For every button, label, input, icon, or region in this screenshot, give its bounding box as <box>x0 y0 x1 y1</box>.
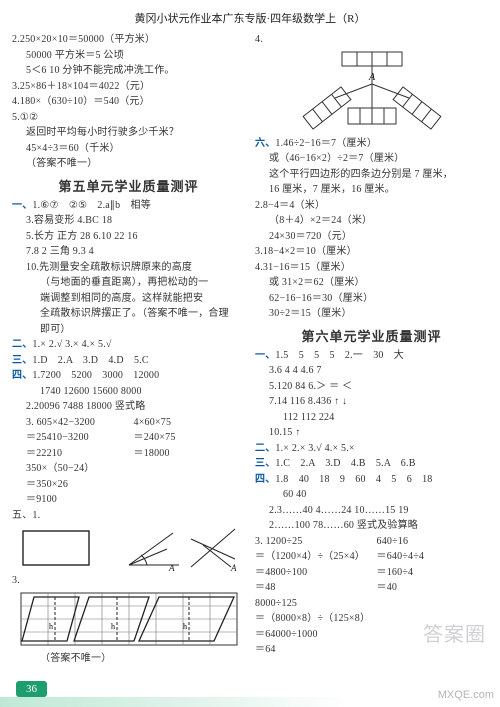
calc-line: 8000÷125 <box>255 596 367 612</box>
text-line: 5＜6 10 分钟不能完成冲洗工作。 <box>12 63 245 79</box>
text-line: （8＋4）×2＝24（米） <box>255 213 488 229</box>
calc-line: 350×（50−24） <box>12 461 124 477</box>
text-line: 30÷2＝15（厘米） <box>255 306 488 322</box>
calc-line: ＝9100 <box>12 492 124 508</box>
text-line: 这个平行四边形的四条边分别是 7 厘米， <box>255 167 488 183</box>
svg-text:h: h <box>49 622 53 631</box>
watermark-cn: 答案圈 <box>423 618 486 647</box>
watermark-url: MXQE.com <box>438 689 494 701</box>
text-line: 2.3……40 4……24 10……15 19 <box>255 503 488 519</box>
left-column: 2.250×20×10＝50000（平方米） 50000 平方米＝5 公顷 5＜… <box>12 32 245 666</box>
figure-5-3: h h h <box>19 591 239 649</box>
unit5-title: 第五单元学业质量测评 <box>12 176 245 195</box>
calc-line: ＝22210 <box>12 446 124 462</box>
text-line: 3.25×86＋18×104＝4022（元） <box>12 79 245 95</box>
text-line: 或 31×2＝62（厘米） <box>255 275 488 291</box>
text-line: 112 112 224 <box>255 410 488 426</box>
text-line: 四、1.7200 5200 3000 12000 <box>12 368 245 384</box>
text-line: 二、1.× 2.× 3.√ 4.× 5.× <box>255 441 488 457</box>
text-line: 3.6 4 4 4.6 7 <box>255 363 488 379</box>
text-line: 4.31−16＝15（厘米） <box>255 260 488 276</box>
calc-line: ＝（1200×4）÷（25×4） <box>255 549 367 565</box>
calc-line: ＝40 <box>377 580 489 596</box>
text-line: 全疏散标识牌摆正了。（答案不唯一，合理 <box>12 306 245 322</box>
text-line: 10.15 ↑ <box>255 425 488 441</box>
text-line: 62−16−16＝30（厘米） <box>255 291 488 307</box>
text-line: 4.180×（630÷10）＝540（元） <box>12 94 245 110</box>
calc-line: ＝350×26 <box>12 477 124 493</box>
text-line: 返回时平均每小时行驶多少千米？ <box>12 125 245 141</box>
text-line: 2.250×20×10＝50000（平方米） <box>12 32 245 48</box>
text-line: 2.20096 7488 18000 竖式略 <box>12 399 245 415</box>
text-line: 二、1.× 2.√ 3.× 4.× 5.√ <box>12 337 245 353</box>
calc-line: ＝640÷4÷4 <box>377 549 489 565</box>
text-line: 50000 平方米＝5 公顷 <box>12 48 245 64</box>
svg-text:A: A <box>168 563 175 571</box>
calc-line: ＝160÷4 <box>377 565 489 581</box>
text-line: 3.18−4×2＝10（厘米） <box>255 244 488 260</box>
text-line: 端调整到相同的高度。这样就能把安 <box>12 291 245 307</box>
calc-line: ＝64 <box>255 642 367 658</box>
text-line: 7.14 116 8.436 ↑ ↓ <box>255 394 488 410</box>
text-line: （答案不唯一） <box>12 651 245 667</box>
text-line: （答案不唯一） <box>12 156 245 172</box>
text-line: 5.长方 正方 28 6.10 22 16 <box>12 229 245 245</box>
calc-line: ＝64000÷1000 <box>255 627 367 643</box>
text-line: 六、1.46÷2−16＝7（厘米） <box>255 136 488 152</box>
text-line: 三、1.C 2.A 3.D 4.B 5.A 6.B <box>255 456 488 472</box>
five-3-label: 3. <box>12 573 245 589</box>
calc-line: 3. 1200÷25 <box>255 534 367 550</box>
calc-line: ＝25410−3200 <box>12 430 124 446</box>
text-line: 4. <box>255 32 488 48</box>
text-line: 16 厘米，7 厘米，16 厘米。 <box>255 182 488 198</box>
text-line: 24×30＝720（元） <box>255 229 488 245</box>
text-line: 7.8 2 三角 9.3 4 <box>12 244 245 260</box>
text-line: 1740 12600 15600 8000 <box>12 384 245 400</box>
text-line: 60 40 <box>255 487 488 503</box>
text-line: 5.①② <box>12 110 245 126</box>
text-line: 一、1.5 5 5 5 2.一 30 大 <box>255 348 488 364</box>
svg-text:h: h <box>183 622 187 631</box>
text-line: 四、1.8 40 18 9 60 4 5 6 18 <box>255 472 488 488</box>
page-number: 36 <box>16 681 47 697</box>
five-1-label: 五、1. <box>12 508 245 524</box>
calc-line: 640÷16 <box>377 534 489 550</box>
figure-right-4: A <box>287 50 457 134</box>
figure-5-1: A A <box>19 525 239 571</box>
calc-line: ＝4800÷100 <box>255 565 367 581</box>
text-line: （与地面的垂直距离），再把松动的一 <box>12 275 245 291</box>
calc-line: 3. 605×42−3200 <box>12 415 124 431</box>
text-line: 3.容易变形 4.BC 18 <box>12 213 245 229</box>
right-column: 4. A <box>255 32 488 666</box>
text-line: 三、1.D 2.A 3.D 4.D 5.C <box>12 353 245 369</box>
text-line: 45×4÷3＝60（千米） <box>12 141 245 157</box>
text-line: 2.8−4＝4（米） <box>255 198 488 214</box>
footer-decoration <box>0 697 500 707</box>
calc-line: ＝48 <box>255 580 367 596</box>
text-line: 10.先测量安全疏散标识牌原来的高度 <box>12 260 245 276</box>
text-line: 5.120 84 6.＞ ＝ ＜ <box>255 379 488 395</box>
text-line: 或（46−16×2）÷2＝7（厘米） <box>255 151 488 167</box>
page-header: 黄冈小状元作业本广东专版·四年级数学上（R） <box>12 8 488 32</box>
text-line: 一、一、1.⑥⑦ ②⑤ 2.a∥b 相等1.⑥⑦ ②⑤ 2.a∥b 相等 <box>12 198 245 214</box>
calc-line: 4×60×75 <box>134 415 246 431</box>
svg-text:A: A <box>230 563 237 571</box>
text-line: 2……100 78……60 竖式及验算略 <box>255 518 488 534</box>
text-line: 即可） <box>12 322 245 338</box>
unit6-title: 第六单元学业质量测评 <box>255 326 488 345</box>
calc-line: ＝（8000×8）÷（125×8） <box>255 611 367 627</box>
calc-line: ＝18000 <box>134 446 246 462</box>
calc-line: ＝240×75 <box>134 430 246 446</box>
svg-text:h: h <box>111 622 115 631</box>
